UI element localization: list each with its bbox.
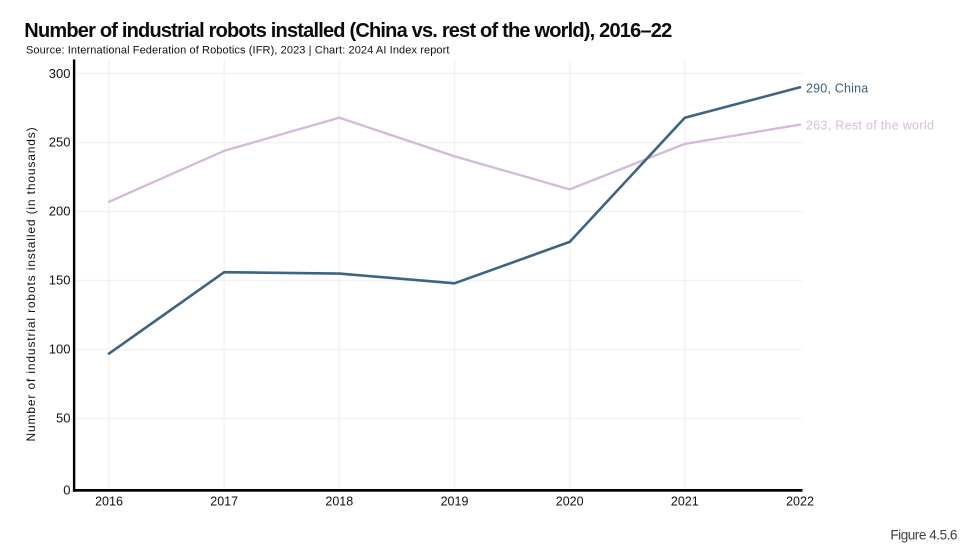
svg-text:Number of industrial robots in: Number of industrial robots installed (i… — [24, 126, 38, 441]
svg-text:Figure 4.5.6: Figure 4.5.6 — [890, 528, 957, 543]
svg-text:300: 300 — [49, 66, 71, 81]
svg-text:Source: International Federati: Source: International Federation of Robo… — [26, 45, 450, 57]
svg-text:2018: 2018 — [325, 494, 353, 508]
svg-text:263, Rest of the world: 263, Rest of the world — [806, 119, 934, 133]
svg-text:2016: 2016 — [95, 494, 123, 508]
svg-text:50: 50 — [56, 411, 70, 426]
svg-text:250: 250 — [49, 135, 71, 150]
svg-text:Number of industrial robots in: Number of industrial robots installed (C… — [24, 20, 672, 42]
svg-text:2019: 2019 — [441, 494, 469, 508]
svg-text:2022: 2022 — [786, 494, 814, 508]
svg-text:100: 100 — [49, 342, 71, 357]
svg-text:0: 0 — [63, 483, 70, 498]
svg-text:2020: 2020 — [556, 494, 584, 508]
svg-text:200: 200 — [49, 204, 71, 219]
svg-text:2017: 2017 — [210, 494, 238, 508]
svg-text:150: 150 — [49, 273, 71, 288]
svg-text:290, China: 290, China — [806, 82, 868, 96]
svg-text:2021: 2021 — [671, 494, 699, 508]
